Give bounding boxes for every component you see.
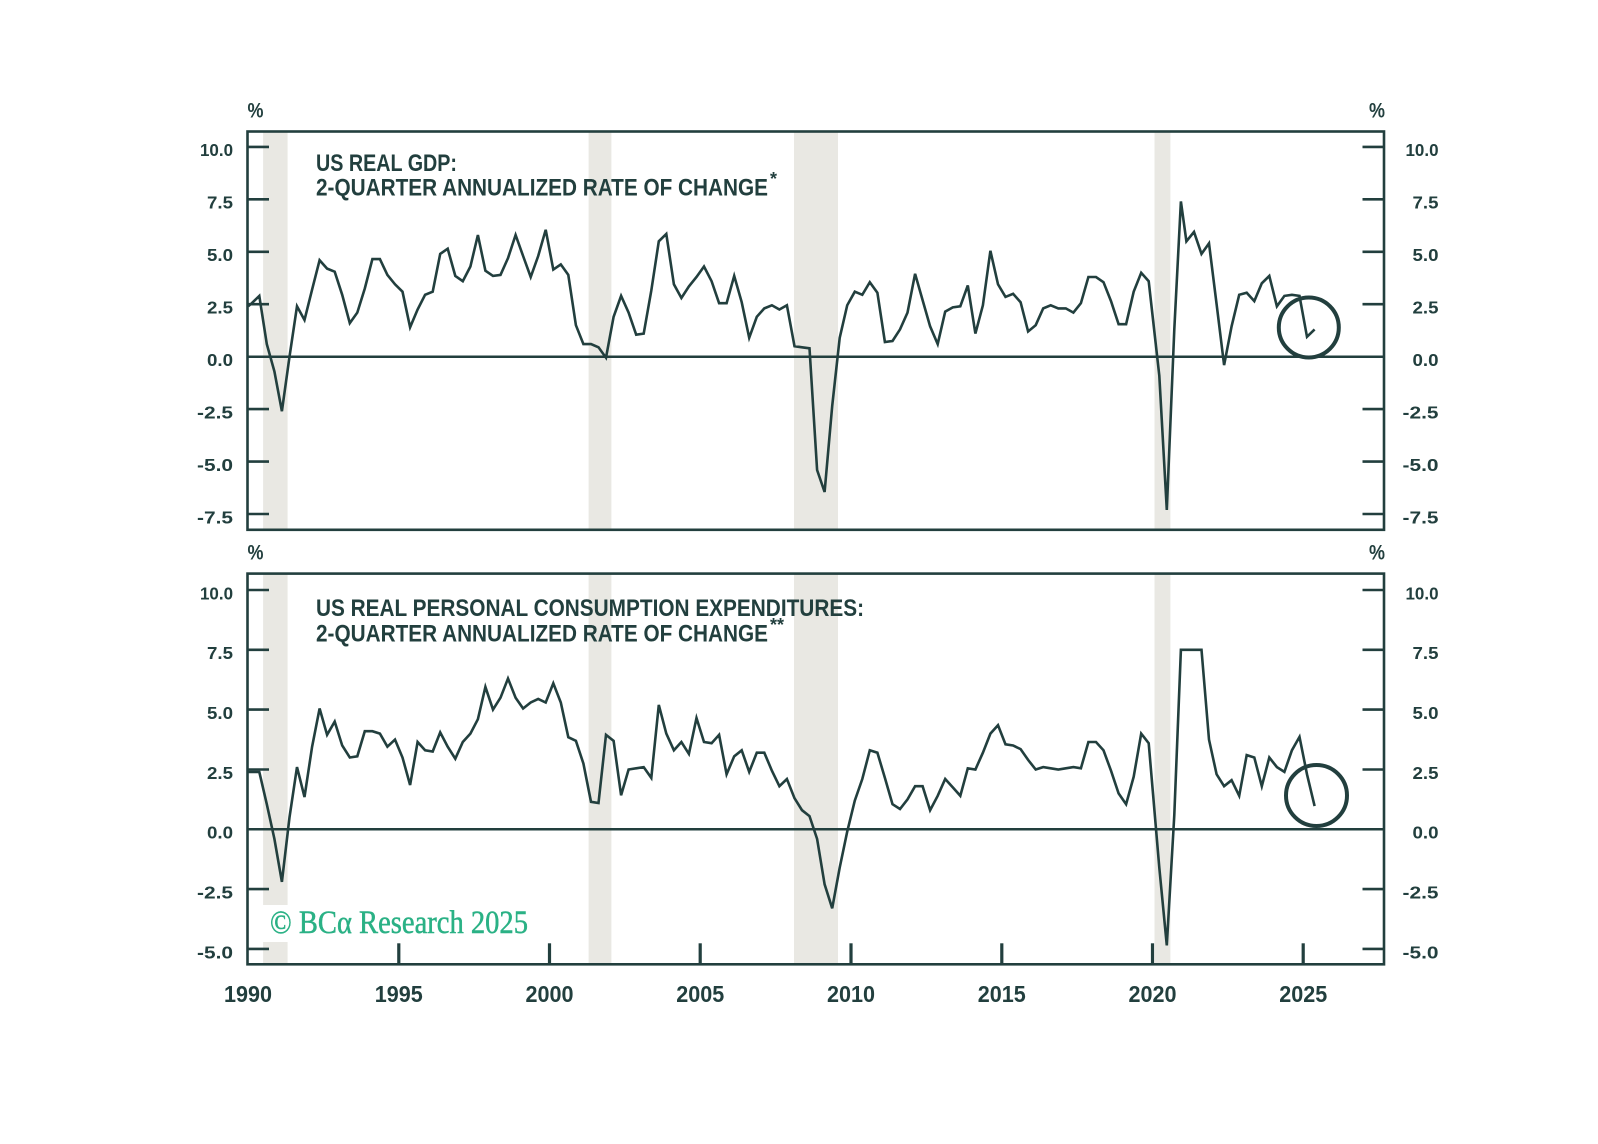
svg-text:10.0: 10.0 (1406, 583, 1439, 603)
svg-text:-2.5: -2.5 (197, 882, 233, 902)
svg-text:0.0: 0.0 (207, 350, 233, 370)
svg-text:US REAL GDP:: US REAL GDP: (316, 150, 457, 177)
svg-text:%: % (248, 542, 264, 565)
svg-text:7.5: 7.5 (207, 643, 233, 663)
svg-text:5.0: 5.0 (1413, 703, 1439, 723)
svg-text:-5.0: -5.0 (197, 942, 233, 962)
svg-text:7.5: 7.5 (207, 193, 233, 213)
svg-text:-2.5: -2.5 (197, 402, 233, 422)
svg-text:-7.5: -7.5 (1403, 507, 1439, 527)
svg-text:-5.0: -5.0 (1403, 942, 1439, 962)
svg-text:-5.0: -5.0 (1403, 455, 1439, 475)
svg-text:5.0: 5.0 (207, 245, 233, 265)
svg-text:**: ** (770, 615, 784, 635)
svg-text:2.5: 2.5 (207, 298, 233, 318)
svg-text:5.0: 5.0 (1413, 245, 1439, 265)
svg-text:-5.0: -5.0 (197, 455, 233, 475)
svg-text:2-QUARTER ANNUALIZED RATE OF C: 2-QUARTER ANNUALIZED RATE OF CHANGE (316, 175, 768, 202)
svg-text:1995: 1995 (375, 981, 423, 1007)
svg-text:10.0: 10.0 (200, 583, 233, 603)
svg-text:%: % (1369, 100, 1385, 123)
svg-text:1990: 1990 (224, 981, 272, 1007)
svg-text:© BCα Research 2025: © BCα Research 2025 (270, 905, 528, 941)
svg-text:2010: 2010 (827, 981, 875, 1007)
svg-text:US REAL PERSONAL CONSUMPTION E: US REAL PERSONAL CONSUMPTION EXPENDITURE… (316, 595, 864, 622)
svg-text:2.5: 2.5 (207, 763, 233, 783)
svg-text:*: * (770, 169, 777, 189)
svg-text:7.5: 7.5 (1413, 193, 1439, 213)
svg-text:7.5: 7.5 (1413, 643, 1439, 663)
svg-text:5.0: 5.0 (207, 703, 233, 723)
svg-text:-2.5: -2.5 (1403, 402, 1439, 422)
svg-text:-2.5: -2.5 (1403, 882, 1439, 902)
svg-text:2000: 2000 (526, 981, 574, 1007)
svg-text:0.0: 0.0 (1413, 350, 1439, 370)
svg-text:2-QUARTER ANNUALIZED RATE OF C: 2-QUARTER ANNUALIZED RATE OF CHANGE (316, 621, 768, 648)
svg-text:0.0: 0.0 (1413, 823, 1439, 843)
svg-text:2025: 2025 (1279, 981, 1327, 1007)
svg-text:0.0: 0.0 (207, 823, 233, 843)
svg-text:%: % (1369, 542, 1385, 565)
svg-text:%: % (248, 100, 264, 123)
svg-text:2005: 2005 (676, 981, 724, 1007)
svg-text:2015: 2015 (978, 981, 1026, 1007)
svg-text:2.5: 2.5 (1413, 298, 1439, 318)
svg-text:-7.5: -7.5 (197, 507, 233, 527)
svg-text:2.5: 2.5 (1413, 763, 1439, 783)
svg-text:2020: 2020 (1129, 981, 1177, 1007)
svg-text:10.0: 10.0 (1406, 140, 1439, 160)
svg-text:10.0: 10.0 (200, 140, 233, 160)
